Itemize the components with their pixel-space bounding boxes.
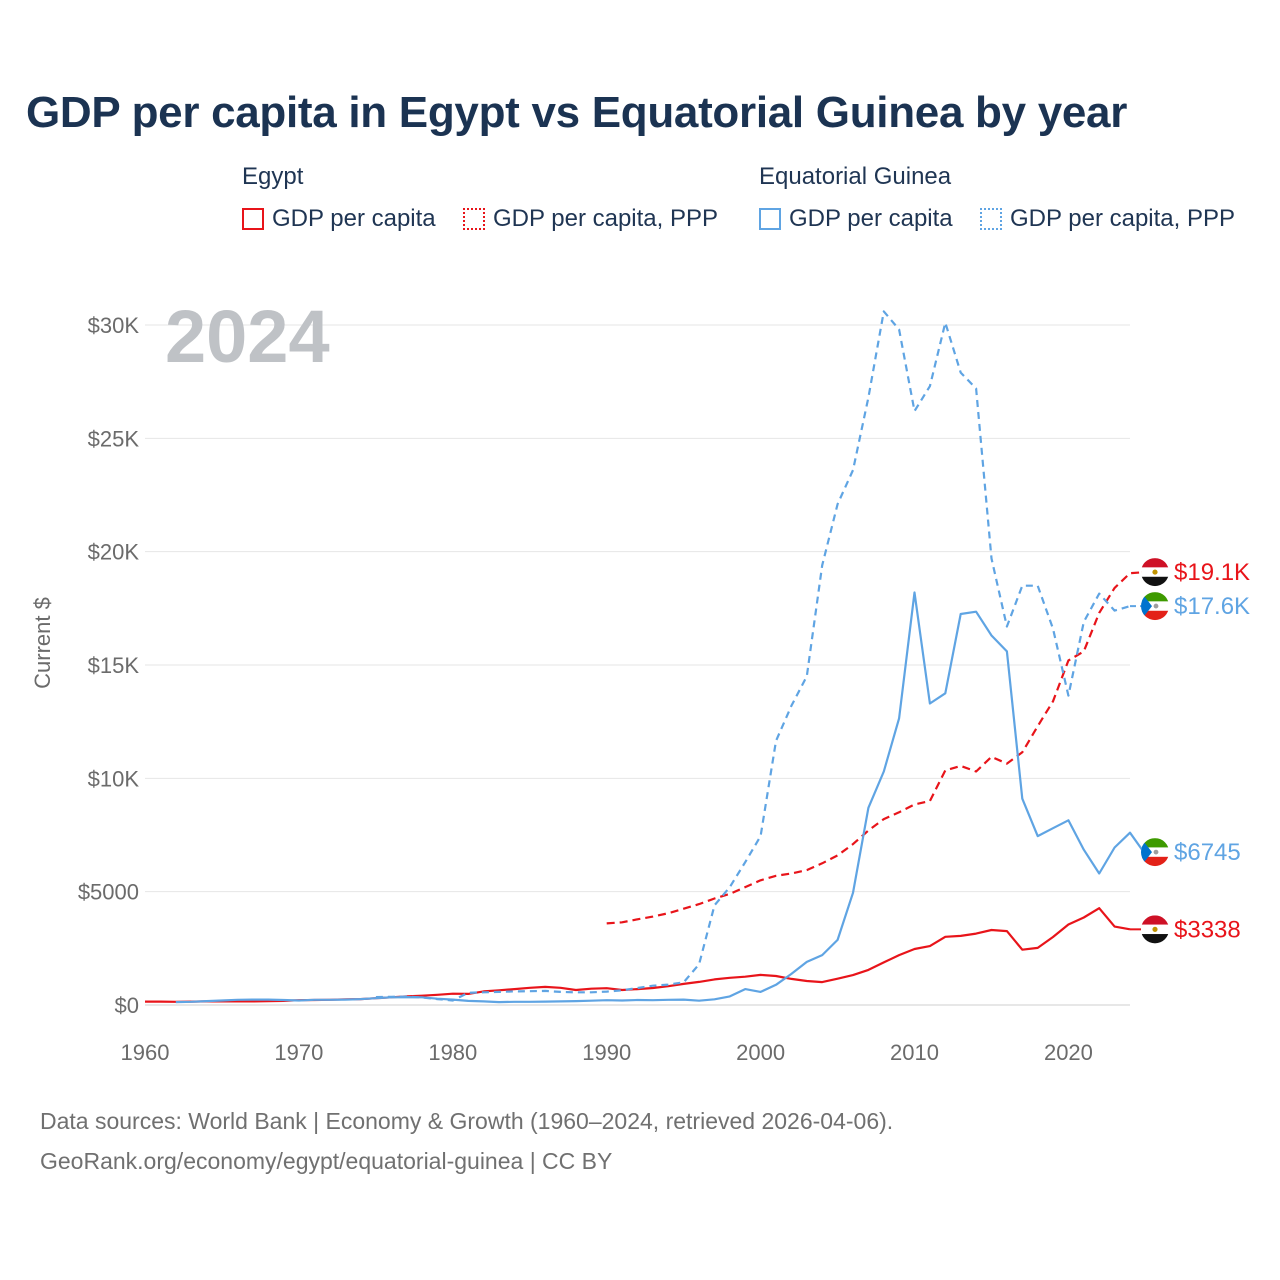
x-tick-label: 1960 bbox=[121, 1040, 170, 1065]
y-tick-label: $30K bbox=[88, 313, 140, 338]
y-tick-label: $10K bbox=[88, 766, 140, 791]
end-value-label: $6745 bbox=[1174, 839, 1241, 866]
x-tick-label: 1970 bbox=[274, 1040, 323, 1065]
footer-attribution[interactable]: GeoRank.org/economy/egypt/equatorial-gui… bbox=[40, 1148, 613, 1174]
end-labels: $3338 $19.1K $6745 $17.6K bbox=[1130, 558, 1250, 944]
grid-lines bbox=[145, 324, 1130, 1006]
x-tick-label: 1980 bbox=[428, 1040, 477, 1065]
equatorial-guinea-flag-icon bbox=[1141, 838, 1169, 867]
y-tick-label: $20K bbox=[88, 540, 140, 565]
legend-item-gq-gdp[interactable]: GDP per capita bbox=[759, 204, 953, 234]
legend-swatch-gq-ppp bbox=[980, 208, 1002, 230]
end-value-label: $17.6K bbox=[1174, 593, 1250, 620]
end-value-label: $3338 bbox=[1174, 916, 1241, 943]
egypt-flag-icon bbox=[1141, 558, 1169, 587]
series-line-3 bbox=[375, 310, 1131, 1002]
x-tick-label: 1990 bbox=[582, 1040, 631, 1065]
x-tick-label: 2020 bbox=[1044, 1040, 1093, 1065]
chart-title: GDP per capita in Egypt vs Equatorial Gu… bbox=[26, 88, 1128, 137]
footer-sources: Data sources: World Bank | Economy & Gro… bbox=[40, 1108, 894, 1134]
x-tick-label: 2010 bbox=[890, 1040, 939, 1065]
x-axis: 1960 1970 1980 1990 2000 2010 2020 bbox=[121, 1040, 1093, 1065]
legend-item-gq-ppp[interactable]: GDP per capita, PPP bbox=[980, 204, 1235, 234]
legend-label-egypt-gdp: GDP per capita bbox=[272, 205, 436, 232]
legend-item-egypt-gdp[interactable]: GDP per capita bbox=[242, 204, 436, 234]
y-tick-label: $5000 bbox=[78, 880, 139, 905]
legend-swatch-egypt-gdp bbox=[242, 208, 264, 230]
legend-swatch-gq-gdp bbox=[759, 208, 781, 230]
series-layer bbox=[145, 310, 1161, 1004]
legend-group-egypt: Egypt bbox=[242, 163, 304, 190]
y-axis: $0 $5000 $10K $15K $20K $25K $30K bbox=[78, 313, 140, 1018]
series-line-1 bbox=[606, 571, 1146, 925]
legend-item-egypt-ppp[interactable]: GDP per capita, PPP bbox=[463, 204, 718, 234]
y-tick-label: $0 bbox=[115, 993, 139, 1018]
y-tick-label: $15K bbox=[88, 653, 140, 678]
series-line-0 bbox=[145, 907, 1131, 1003]
x-tick-label: 2000 bbox=[736, 1040, 785, 1065]
y-axis-title: Current $ bbox=[30, 597, 55, 689]
egypt-flag-icon bbox=[1141, 915, 1169, 944]
legend-label-egypt-ppp: GDP per capita, PPP bbox=[493, 205, 718, 232]
y-tick-label: $25K bbox=[88, 426, 140, 451]
legend-label-gq-ppp: GDP per capita, PPP bbox=[1010, 205, 1235, 232]
legend-group-equatorial-guinea: Equatorial Guinea bbox=[759, 163, 952, 190]
equatorial-guinea-flag-icon bbox=[1141, 592, 1169, 621]
legend-label-gq-gdp: GDP per capita bbox=[789, 205, 953, 232]
series-line-2 bbox=[175, 591, 1161, 1004]
end-value-label: $19.1K bbox=[1174, 559, 1250, 586]
legend-swatch-egypt-ppp bbox=[463, 208, 485, 230]
year-label: 2024 bbox=[165, 295, 330, 378]
